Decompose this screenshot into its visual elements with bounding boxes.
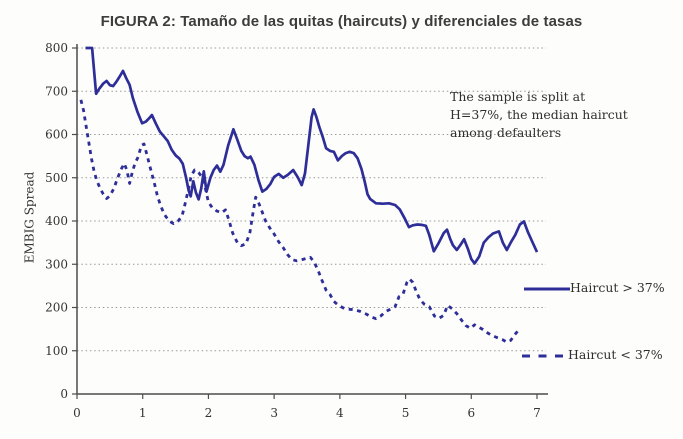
y-axis-title: EMBIG Spread xyxy=(22,171,37,264)
y-tick-label-800: 800 xyxy=(45,41,68,55)
annotation-line-2: H=37%, the median haircut xyxy=(450,107,628,122)
x-tick-label-5: 5 xyxy=(402,406,410,420)
x-tick-label-3: 3 xyxy=(270,406,278,420)
x-tick-label-4: 4 xyxy=(336,406,344,420)
chart-title: FIGURA 2: Tamaño de las quitas (haircuts… xyxy=(100,13,583,30)
series-line-haircut-gt-37 xyxy=(85,46,539,265)
x-tick-label-2: 2 xyxy=(205,406,213,420)
legend-label-haircut-gt-37: Haircut > 37% xyxy=(570,280,665,295)
x-tick-label-1: 1 xyxy=(139,406,147,420)
y-tick-label-400: 400 xyxy=(45,214,68,228)
y-tick-label-0: 0 xyxy=(60,387,68,401)
y-tick-label-200: 200 xyxy=(45,301,68,315)
annotation-line-3: among defaulters xyxy=(450,125,562,140)
annotation-note: The sample is split at H=37%, the median… xyxy=(450,88,628,142)
legend-dashed-line-sample xyxy=(522,354,568,358)
y-tick-label-600: 600 xyxy=(45,128,68,142)
x-tick-label-6: 6 xyxy=(467,406,475,420)
y-tick-label-700: 700 xyxy=(45,84,68,98)
legend-solid-line-sample xyxy=(524,287,570,291)
y-tick-label-100: 100 xyxy=(45,344,68,358)
y-tick-label-300: 300 xyxy=(45,257,68,271)
legend-label-haircut-lt-37: Haircut < 37% xyxy=(568,347,663,362)
series-line-haircut-lt-37 xyxy=(79,99,520,344)
y-tick-label-500: 500 xyxy=(45,171,68,185)
annotation-line-1: The sample is split at xyxy=(450,89,586,104)
x-tick-label-0: 0 xyxy=(73,406,81,420)
x-tick-label-7: 7 xyxy=(533,406,541,420)
